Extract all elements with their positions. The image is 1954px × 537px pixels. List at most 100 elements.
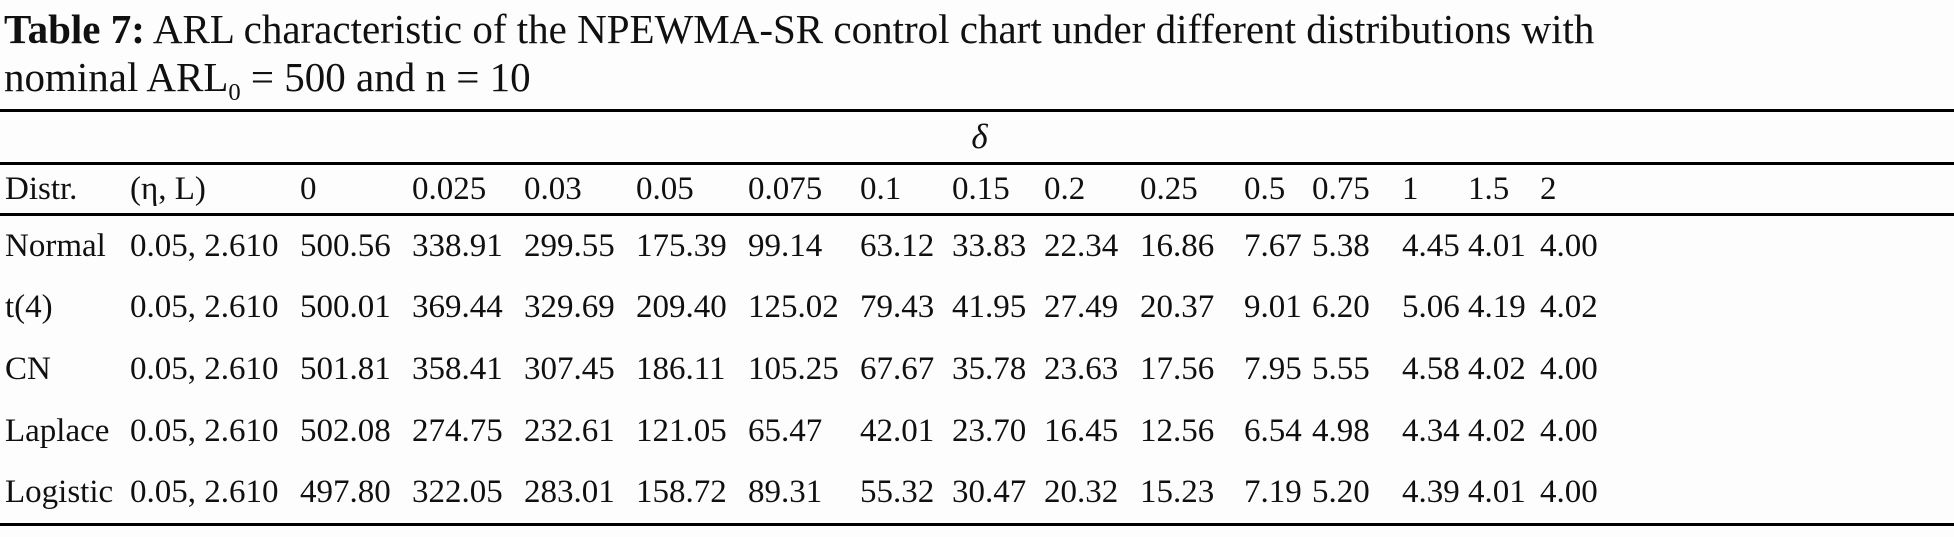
arl-value-cell: 99.14	[748, 227, 823, 264]
column-header: 1.5	[1468, 163, 1540, 216]
arl-value-cell: 274.75	[412, 413, 503, 449]
arl-value-cell: 17.56	[1140, 351, 1215, 387]
column-header: 0.03	[524, 163, 636, 216]
arl-value-cell: 7.19	[1244, 474, 1302, 511]
spacer-cell	[1600, 163, 1954, 216]
arl-value-cell: 55.32	[860, 474, 935, 511]
table-row: t(4) 0.05, 2.610 500.01 369.44 329.69 209.40 1…	[0, 277, 1954, 339]
column-header: 0.025	[412, 163, 524, 216]
caption-text-line2-suffix: = 500 and n = 10	[240, 54, 531, 100]
column-header: Distr.	[0, 163, 130, 216]
arl-value-cell: 27.49	[1044, 289, 1119, 325]
table-number-label: Table 7:	[4, 6, 145, 52]
column-header: 0.15	[952, 163, 1044, 216]
column-header: 1	[1402, 163, 1468, 216]
spacer-cell	[1600, 401, 1954, 463]
column-header: 0.25	[1140, 163, 1244, 216]
arl-value-cell: 20.37	[1140, 289, 1215, 325]
column-header: 0.75	[1312, 163, 1402, 216]
distribution-cell: Logistic	[5, 474, 114, 511]
arl-value-cell: 125.02	[748, 289, 839, 325]
arl-value-cell: 338.91	[412, 227, 503, 264]
arl-value-cell: 501.81	[300, 351, 391, 387]
arl-value-cell: 89.31	[748, 474, 823, 511]
table-row: CN 0.05, 2.610 501.81 358.41 307.45 186.11 105…	[0, 339, 1954, 401]
arl-subscript: 0	[228, 79, 241, 107]
arl-value-cell: 63.12	[860, 227, 935, 264]
distribution-cell: t(4)	[5, 289, 53, 325]
arl-value-cell: 33.83	[952, 227, 1027, 264]
arl-value-cell: 23.70	[952, 413, 1027, 449]
arl-value-cell: 22.34	[1044, 227, 1119, 264]
eta-L-cell: 0.05, 2.610	[130, 289, 279, 325]
arl-value-cell: 500.01	[300, 289, 391, 325]
arl-table: δ Distr. (η, L) 0 0.025 0.03 0.05 0.075 0.1 0.15…	[0, 109, 1954, 526]
column-header: 2	[1540, 163, 1600, 216]
caption-text-line2-prefix: nominal ARL	[4, 54, 229, 100]
column-header: 0.5	[1244, 163, 1312, 216]
arl-value-cell: 35.78	[952, 351, 1027, 387]
arl-value-cell: 4.00	[1540, 227, 1598, 264]
arl-value-cell: 502.08	[300, 413, 391, 449]
arl-value-cell: 4.02	[1540, 289, 1598, 325]
spacer-cell	[1600, 277, 1954, 339]
arl-value-cell: 65.47	[748, 413, 823, 449]
arl-value-cell: 209.40	[636, 289, 727, 325]
arl-value-cell: 4.00	[1540, 351, 1598, 387]
arl-value-cell: 79.43	[860, 289, 935, 325]
arl-value-cell: 4.01	[1468, 227, 1526, 264]
arl-value-cell: 4.00	[1540, 474, 1598, 511]
distribution-cell: Laplace	[5, 413, 110, 449]
column-header: (η, L)	[130, 163, 300, 216]
arl-value-cell: 4.45	[1402, 227, 1460, 264]
spacer-cell	[1600, 215, 1954, 277]
arl-value-cell: 4.01	[1468, 474, 1526, 511]
arl-value-cell: 41.95	[952, 289, 1027, 325]
arl-value-cell: 500.56	[300, 227, 391, 264]
arl-value-cell: 16.86	[1140, 227, 1215, 264]
arl-value-cell: 30.47	[952, 474, 1027, 511]
arl-value-cell: 7.95	[1244, 351, 1302, 387]
column-header: 0	[300, 163, 412, 216]
arl-value-cell: 6.54	[1244, 413, 1302, 449]
arl-value-cell: 5.20	[1312, 474, 1370, 511]
arl-value-cell: 5.55	[1312, 351, 1370, 387]
delta-symbol: δ	[0, 109, 1954, 165]
eta-L-cell: 0.05, 2.610	[130, 413, 279, 449]
arl-value-cell: 232.61	[524, 413, 615, 449]
eta-L-cell: 0.05, 2.610	[130, 351, 279, 387]
column-header: 0.1	[860, 163, 952, 216]
column-header: 0.075	[748, 163, 860, 216]
table-body: Normal 0.05, 2.610 500.56 338.91 299.55 175.3…	[0, 215, 1954, 525]
arl-value-cell: 20.32	[1044, 474, 1119, 511]
table-row: Laplace 0.05, 2.610 502.08 274.75 232.61 121.…	[0, 401, 1954, 463]
table-row: Logistic 0.05, 2.610 497.80 322.05 283.01 158…	[0, 463, 1954, 525]
column-header: 0.05	[636, 163, 748, 216]
arl-value-cell: 12.56	[1140, 413, 1215, 449]
distribution-cell: CN	[5, 351, 51, 387]
spacer-cell	[1600, 339, 1954, 401]
arl-value-cell: 186.11	[636, 351, 726, 387]
arl-value-cell: 42.01	[860, 413, 935, 449]
spacer-cell	[1600, 463, 1954, 525]
arl-value-cell: 322.05	[412, 474, 503, 511]
delta-header-row: δ	[0, 109, 1954, 165]
arl-value-cell: 7.67	[1244, 227, 1302, 264]
arl-value-cell: 4.02	[1468, 413, 1526, 449]
arl-value-cell: 16.45	[1044, 413, 1119, 449]
arl-value-cell: 5.38	[1312, 227, 1370, 264]
table-caption: Table 7: ARL characteristic of the NPEWM…	[0, 0, 1954, 105]
arl-value-cell: 4.02	[1468, 351, 1526, 387]
arl-value-cell: 307.45	[524, 351, 615, 387]
arl-value-cell: 121.05	[636, 413, 727, 449]
arl-value-cell: 299.55	[524, 227, 615, 264]
table-row: Normal 0.05, 2.610 500.56 338.91 299.55 175.3…	[0, 215, 1954, 277]
arl-value-cell: 358.41	[412, 351, 503, 387]
arl-value-cell: 105.25	[748, 351, 839, 387]
arl-value-cell: 15.23	[1140, 474, 1215, 511]
arl-value-cell: 67.67	[860, 351, 935, 387]
column-header-row: Distr. (η, L) 0 0.025 0.03 0.05 0.075 0.1 0.15 0.…	[0, 163, 1954, 216]
arl-value-cell: 23.63	[1044, 351, 1119, 387]
arl-value-cell: 283.01	[524, 474, 615, 511]
